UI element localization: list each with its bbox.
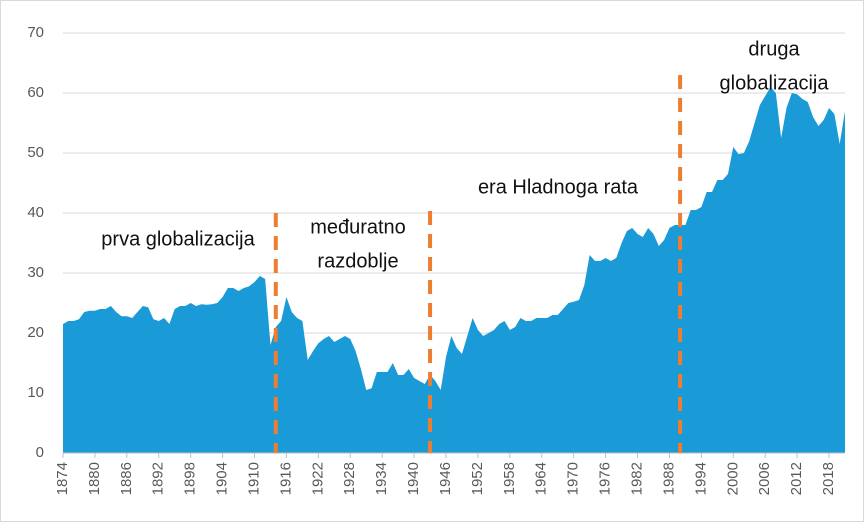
x-tick-label: 1910 [245,462,262,495]
x-tick-label: 2012 [788,462,805,495]
y-tick-label: 20 [27,324,44,341]
x-tick-label: 1928 [341,462,358,495]
x-tick-label: 1940 [405,462,422,495]
x-tick-label: 1958 [501,462,518,495]
x-tick-label: 1988 [660,462,677,495]
y-tick-label: 70 [27,24,44,41]
era-label: globalizacija [720,72,830,94]
y-tick-label: 50 [27,144,44,161]
y-tick-label: 60 [27,84,44,101]
era-label: era Hladnoga rata [478,176,639,198]
x-tick-label: 1982 [628,462,645,495]
era-label: razdoblje [317,250,398,272]
x-tick-label: 1976 [597,462,614,495]
x-tick-label: 2006 [756,462,773,495]
area [63,87,845,453]
x-tick-label: 1898 [182,462,199,495]
x-tick-label: 1934 [373,462,390,495]
y-tick-label: 10 [27,384,44,401]
x-tick-label: 1946 [437,462,454,495]
era-label: druga [748,38,800,60]
x-tick-label: 1994 [692,462,709,495]
x-tick-label: 1886 [118,462,135,495]
x-tick-label: 1964 [533,462,550,495]
x-tick-label: 1874 [54,462,71,495]
x-tick-label: 2000 [724,462,741,495]
x-tick-label: 1952 [469,462,486,495]
x-tick-label: 2018 [820,462,837,495]
x-tick-label: 1880 [86,462,103,495]
x-tick-label: 1916 [277,462,294,495]
y-tick-label: 30 [27,264,44,281]
x-tick-label: 1922 [309,462,326,495]
y-tick-label: 40 [27,204,44,221]
x-tick-label: 1970 [565,462,582,495]
era-label: međuratno [310,216,406,238]
x-tick-label: 1904 [214,462,231,495]
x-tick-label: 1892 [150,462,167,495]
y-tick-label: 0 [36,444,44,461]
era-label: prva globalizacija [101,228,255,250]
